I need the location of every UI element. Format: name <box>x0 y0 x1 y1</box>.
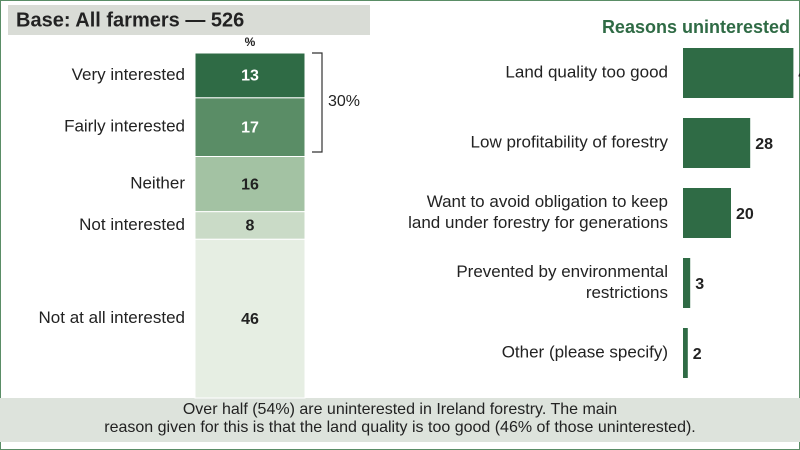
bar <box>683 258 691 308</box>
value-label: 17 <box>241 119 259 136</box>
value-label: 28 <box>755 136 773 153</box>
category-label: Land quality too good <box>505 62 668 81</box>
category-label: restrictions <box>586 283 668 302</box>
value-label: 8 <box>246 218 255 235</box>
value-label: 2 <box>693 346 702 363</box>
category-label: Neither <box>130 174 185 193</box>
footer-band <box>0 398 800 442</box>
category-label: Want to avoid obligation to keep <box>427 192 668 211</box>
bar <box>683 188 731 238</box>
value-label: 13 <box>241 68 259 85</box>
category-label: Very interested <box>72 65 185 84</box>
header: Base: All farmers — 526 <box>16 9 244 31</box>
value-label: 46 <box>241 311 259 328</box>
footer-line: reason given for this is that the land q… <box>104 419 695 436</box>
category-label: Other (please specify) <box>502 342 668 361</box>
category-label: Not interested <box>79 215 185 234</box>
segment <box>194 52 306 99</box>
footer-line: Over half (54%) are uninterested in Irel… <box>183 401 617 418</box>
category-label: land under forestry for generations <box>408 213 668 232</box>
segment <box>194 211 306 240</box>
bar <box>683 118 751 168</box>
category-label: Fairly interested <box>64 117 185 136</box>
chart-title: Reasons uninterested <box>602 17 790 37</box>
unit-label: % <box>245 35 256 49</box>
value-label: 3 <box>695 276 704 293</box>
category-label: Low profitability of forestry <box>471 132 669 151</box>
bar <box>683 328 688 378</box>
header-band <box>8 5 370 35</box>
bracket <box>312 52 323 153</box>
segment <box>194 156 306 213</box>
value-label: 20 <box>736 206 754 223</box>
value-label: 46 <box>798 66 800 83</box>
category-label: Not at all interested <box>39 308 185 327</box>
bar <box>683 48 794 98</box>
annotation: 30% <box>328 93 360 110</box>
segment <box>194 238 306 399</box>
segment <box>194 97 306 157</box>
category-label: Prevented by environmental <box>456 262 668 281</box>
value-label: 16 <box>241 176 259 193</box>
